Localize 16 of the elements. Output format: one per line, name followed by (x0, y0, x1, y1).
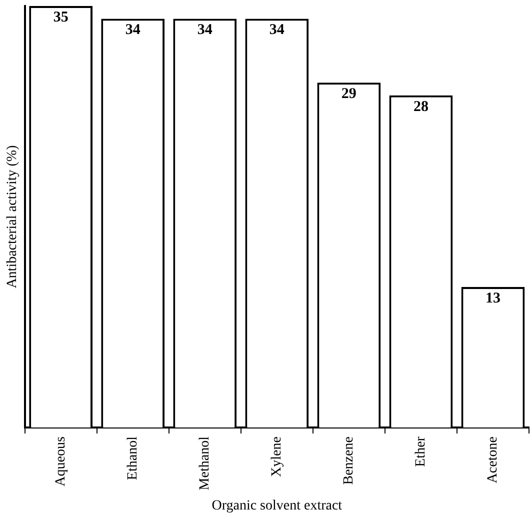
x-tick-label: Aqueous (53, 436, 68, 486)
x-tick-label: Acetone (486, 436, 501, 484)
data-label: 35 (53, 9, 68, 26)
data-label: 34 (125, 22, 141, 38)
x-tick-label: Ether (414, 436, 429, 467)
x-tick-label: Ethanol (126, 436, 141, 480)
data-label: 34 (269, 22, 285, 38)
data-label: 29 (341, 86, 356, 102)
data-label: 34 (197, 22, 213, 38)
x-axis-title: Organic solvent extract (212, 498, 342, 514)
y-axis-title: Antibacterial activity (%) (5, 144, 20, 288)
x-tick-label: Benzene (342, 436, 357, 485)
x-tick-label: Methanol (198, 436, 213, 490)
x-tick-label: Xylene (270, 436, 285, 477)
data-label: 13 (485, 290, 500, 306)
data-label: 28 (413, 98, 428, 115)
